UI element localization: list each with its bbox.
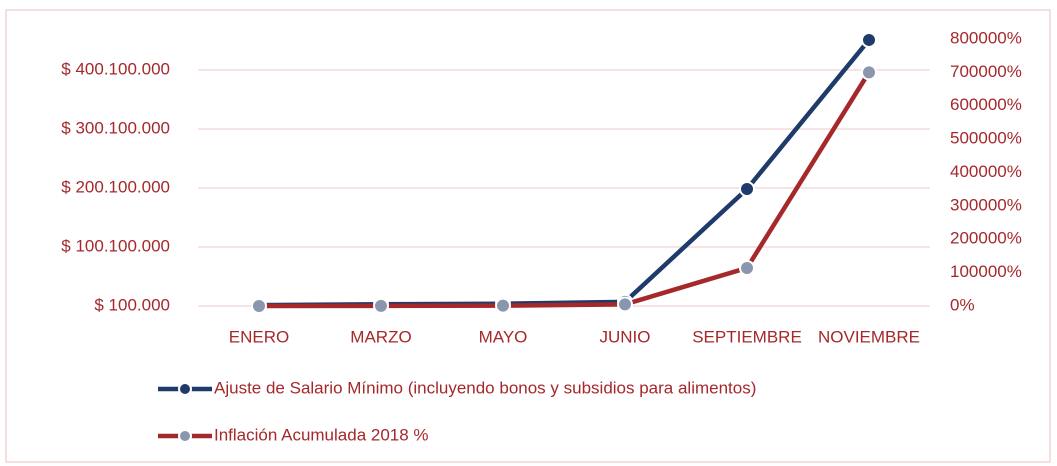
y-tick-label: $ 300.100.000	[61, 118, 170, 137]
series-marker	[861, 64, 877, 81]
y-tick-label: $ 200.100.000	[61, 177, 170, 196]
y2-tick-label: 700000%	[950, 62, 1022, 81]
y2-tick-label: 600000%	[950, 95, 1022, 114]
legend-label: Inflación Acumulada 2018 %	[214, 425, 429, 444]
legend-label: Ajuste de Salario Mínimo (incluyendo bon…	[214, 378, 756, 397]
y2-tick-label: 500000%	[950, 129, 1022, 148]
y-tick-label: $ 100.100.000	[61, 236, 170, 255]
legend-marker	[178, 382, 192, 396]
series-marker	[739, 259, 755, 276]
series-marker	[251, 297, 267, 314]
y-tick-label: $ 100.000	[94, 295, 170, 314]
series-marker	[739, 180, 755, 197]
y-tick-label: $ 400.100.000	[61, 59, 170, 78]
x-tick-label: JUNIO	[600, 327, 651, 346]
legend-marker	[178, 429, 192, 443]
y2-tick-label: 300000%	[950, 195, 1022, 214]
x-tick-label: MAYO	[479, 327, 528, 346]
x-tick-label: MARZO	[350, 327, 411, 346]
x-tick-label: NOVIEMBRE	[818, 327, 920, 346]
y2-tick-label: 200000%	[950, 229, 1022, 248]
series-marker	[617, 296, 633, 313]
series-marker	[495, 297, 511, 314]
y2-tick-label: 100000%	[950, 262, 1022, 281]
series-marker	[861, 31, 877, 48]
y2-tick-label: 0%	[950, 295, 975, 314]
y2-tick-label: 800000%	[950, 28, 1022, 47]
series-marker	[373, 297, 389, 314]
x-tick-label: SEPTIEMBRE	[692, 327, 802, 346]
y2-tick-label: 400000%	[950, 162, 1022, 181]
x-tick-label: ENERO	[229, 327, 289, 346]
series-line	[258, 71, 871, 309]
